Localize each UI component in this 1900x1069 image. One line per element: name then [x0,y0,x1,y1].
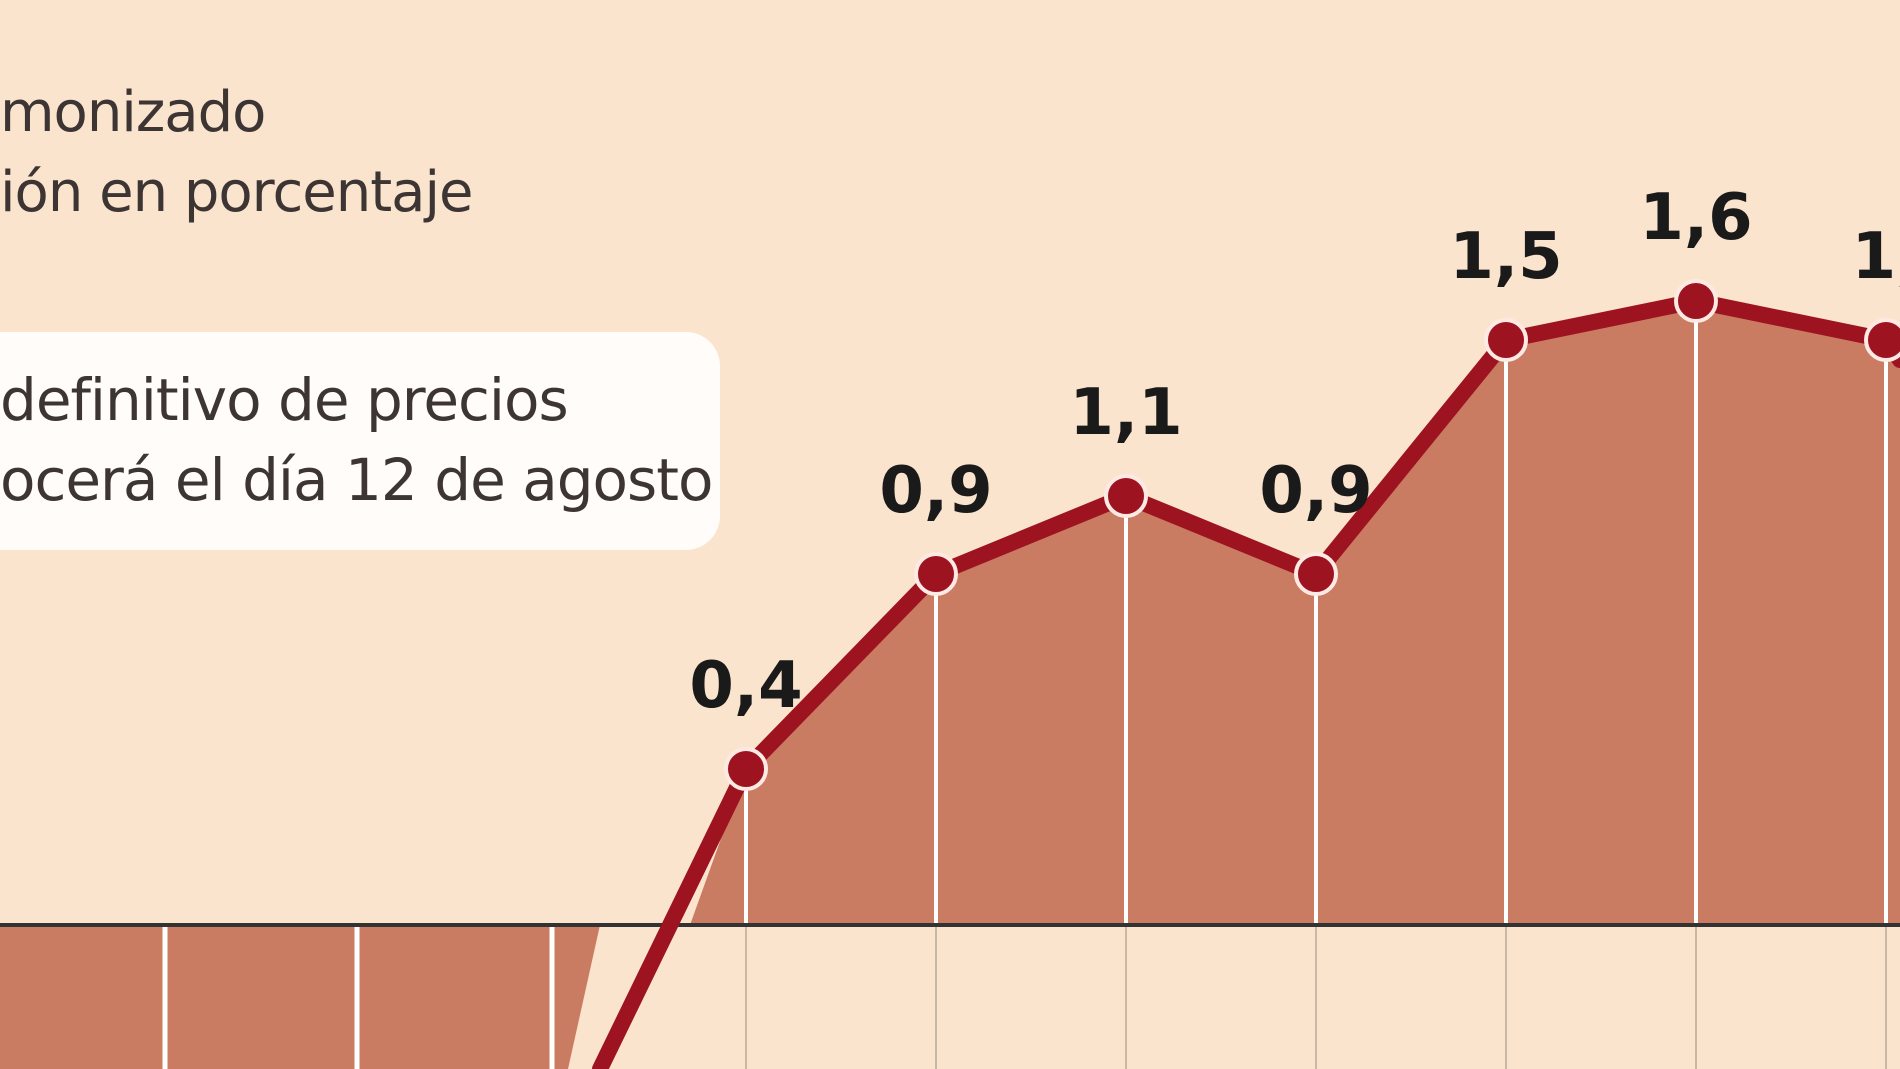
note-line-2: ocerá el día 12 de agosto [0,446,713,514]
note-line-1: definitivo de precios [0,366,569,434]
area-layer [0,301,1900,1069]
area-negative [0,925,600,1069]
data-point-marker [1864,318,1900,362]
chart-subtitle-line-2: ión en porcentaje [0,160,473,225]
area-positive [690,301,1900,925]
data-point-marker [1674,279,1718,323]
data-point-marker [724,747,768,791]
data-point-marker [1294,552,1338,596]
note-box [0,332,720,550]
data-label: 1, [1852,220,1900,294]
data-label: 0,9 [879,454,992,528]
chart-subtitle-line-1: monizado [0,80,266,145]
data-point-marker [1484,318,1528,362]
data-label: 1,1 [1069,376,1182,450]
data-label: 0,4 [689,649,802,723]
gridline-layer [162,321,1888,1069]
data-label: 1,5 [1449,220,1562,294]
data-label: 0,9 [1259,454,1372,528]
label-layer: 0,4 0,9 1,1 0,9 1,5 1,6 1, [689,181,1900,723]
data-point-marker [914,552,958,596]
data-point-marker [1104,474,1148,518]
data-label: 1,6 [1639,181,1752,255]
marker-layer [724,279,1900,791]
